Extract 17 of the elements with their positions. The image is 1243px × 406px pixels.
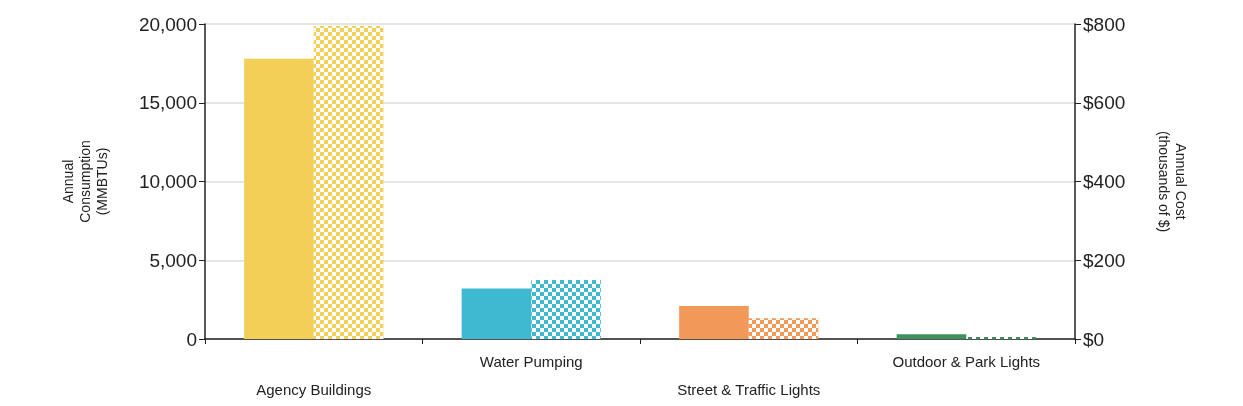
y-tick-label: 5,000 [149, 249, 197, 271]
y2-tick-label: $0 [1083, 328, 1105, 350]
y2-tick-label: $200 [1083, 249, 1126, 271]
y2-tick-label: $600 [1083, 92, 1126, 114]
x-tick-label: Agency Buildings [256, 380, 372, 398]
x-tick-label: Outdoor & Park Lights [892, 352, 1041, 370]
y-tick-label: 15,000 [138, 92, 197, 114]
y-tick-label: 0 [186, 328, 197, 350]
x-tick-label: Street & Traffic Lights [677, 380, 821, 398]
y2-axis-title: Annual Cost (thousands of $) [1155, 130, 1189, 233]
y-tick-label: 20,000 [138, 13, 197, 35]
y-axis-title: Annual Consumption (MMBTUs) [59, 140, 110, 223]
y2-tick-label: $800 [1083, 13, 1126, 35]
y2-tick-label: $400 [1083, 171, 1126, 192]
y-tick-label: 10,000 [138, 171, 197, 192]
x-tick-label: Water Pumping [479, 352, 583, 370]
bar [896, 334, 967, 339]
